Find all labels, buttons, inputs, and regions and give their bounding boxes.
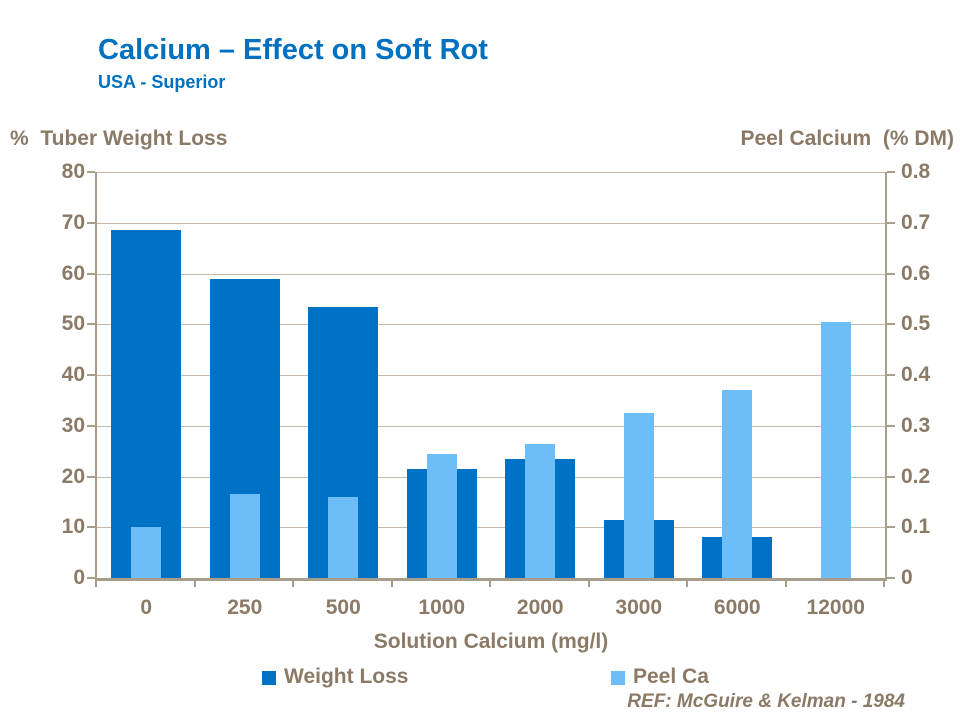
left-axis-title: % Tuber Weight Loss [10,127,228,150]
right-y-tick-0.2 [887,475,895,478]
gridline-10 [97,527,885,529]
gridline-80 [97,172,885,173]
legend-swatch-peel-ca-icon [611,671,625,685]
x-tick-label-1000: 1000 [418,596,466,619]
left-y-tick-10 [87,526,95,529]
x-tick-label-500: 500 [325,596,361,619]
x-axis-tick-3 [390,578,393,587]
legend-swatch-weight-loss-icon [262,671,276,685]
right-y-tick-0.3 [887,424,895,427]
x-axis-tick-5 [587,578,590,587]
left-y-tick-70 [87,221,95,224]
chart-subtitle: USA - Superior [98,72,226,92]
left-y-tick-0 [87,577,95,579]
peel-ca-bar-0 [131,527,162,578]
x-axis-line [95,578,887,581]
right-y-tick-label-0.2: 0.2 [901,464,931,488]
left-y-tick-40 [87,374,95,376]
x-axis-tick-4 [489,578,491,587]
right-y-tick-0.8 [887,171,895,173]
peel-ca-bar-3000 [623,413,654,578]
right-y-tick-label-0.8: 0.8 [901,160,931,183]
right-y-tick-label-0.4: 0.4 [901,363,931,386]
left-y-tick-label-10: 10 [61,515,85,539]
x-axis-tick-2 [292,578,294,587]
right-y-tick-0 [887,577,895,579]
right-y-tick-label-0.5: 0.5 [901,312,931,336]
right-y-tick-0.7 [887,221,895,224]
right-y-tick-0.4 [887,374,895,376]
right-axis-title: Peel Calcium (% DM) [740,127,954,150]
gridline-50 [97,324,885,326]
x-axis-tick-7 [784,578,787,587]
left-y-tick-label-20: 20 [61,464,85,488]
x-axis-tick-1 [193,578,196,587]
chart-title: Calcium – Effect on Soft Rot [98,34,488,66]
legend-label-weight-loss: Weight Loss [284,665,409,688]
left-y-tick-60 [87,272,95,275]
x-tick-label-0: 0 [140,596,153,619]
right-y-tick-label-0.7: 0.7 [901,210,931,234]
x-tick-label-250: 250 [227,596,263,619]
x-axis-tick-8 [883,578,885,587]
left-y-tick-label-70: 70 [61,210,85,234]
plot-area [97,172,885,578]
legend-label-peel-ca: Peel Ca [633,665,709,688]
gridline-40 [97,375,885,376]
x-axis-title: Solution Calcium (mg/l) [373,630,609,653]
weight-loss-bar-0 [111,230,182,578]
legend-item-peel-ca: Peel Ca [611,664,709,690]
x-tick-label-2000: 2000 [516,596,564,619]
x-axis-tick-0 [95,578,97,587]
left-y-tick-label-60: 60 [61,261,85,285]
x-tick-label-3000: 3000 [615,596,663,619]
gridline-30 [97,425,885,427]
y-axis-left-line [95,172,97,580]
gridline-20 [97,476,885,478]
left-y-tick-30 [87,424,95,427]
x-tick-label-12000: 12000 [806,596,865,619]
peel-ca-bar-250 [229,494,260,578]
right-y-tick-label-0.3: 0.3 [901,413,931,437]
legend-item-weight-loss: Weight Loss [262,664,408,690]
right-y-tick-label-0.1: 0.1 [901,515,931,539]
peel-ca-bar-12000 [820,321,851,578]
left-y-tick-label-80: 80 [61,160,85,183]
left-y-tick-label-30: 30 [61,413,85,437]
right-y-tick-0.1 [887,526,895,529]
gridline-70 [97,222,885,224]
left-y-tick-label-0: 0 [73,566,85,589]
x-tick-label-6000: 6000 [713,596,761,619]
peel-ca-bar-2000 [525,443,556,578]
x-axis-tick-6 [686,578,688,587]
left-y-tick-80 [87,171,95,173]
gridline-60 [97,273,885,275]
left-y-tick-label-50: 50 [61,312,85,336]
left-y-tick-label-40: 40 [61,363,85,386]
reference-text: REF: McGuire & Kelman - 1984 [627,691,905,712]
peel-ca-bar-6000 [722,390,753,578]
y-axis-right-line [885,172,887,580]
right-y-tick-label-0.6: 0.6 [901,261,931,285]
peel-ca-bar-500 [328,496,359,578]
right-y-tick-label-0: 0 [901,566,913,589]
right-y-tick-0.6 [887,272,895,275]
peel-ca-bar-1000 [426,453,457,578]
left-y-tick-50 [87,323,95,326]
left-y-tick-20 [87,475,95,478]
right-y-tick-0.5 [887,323,895,326]
